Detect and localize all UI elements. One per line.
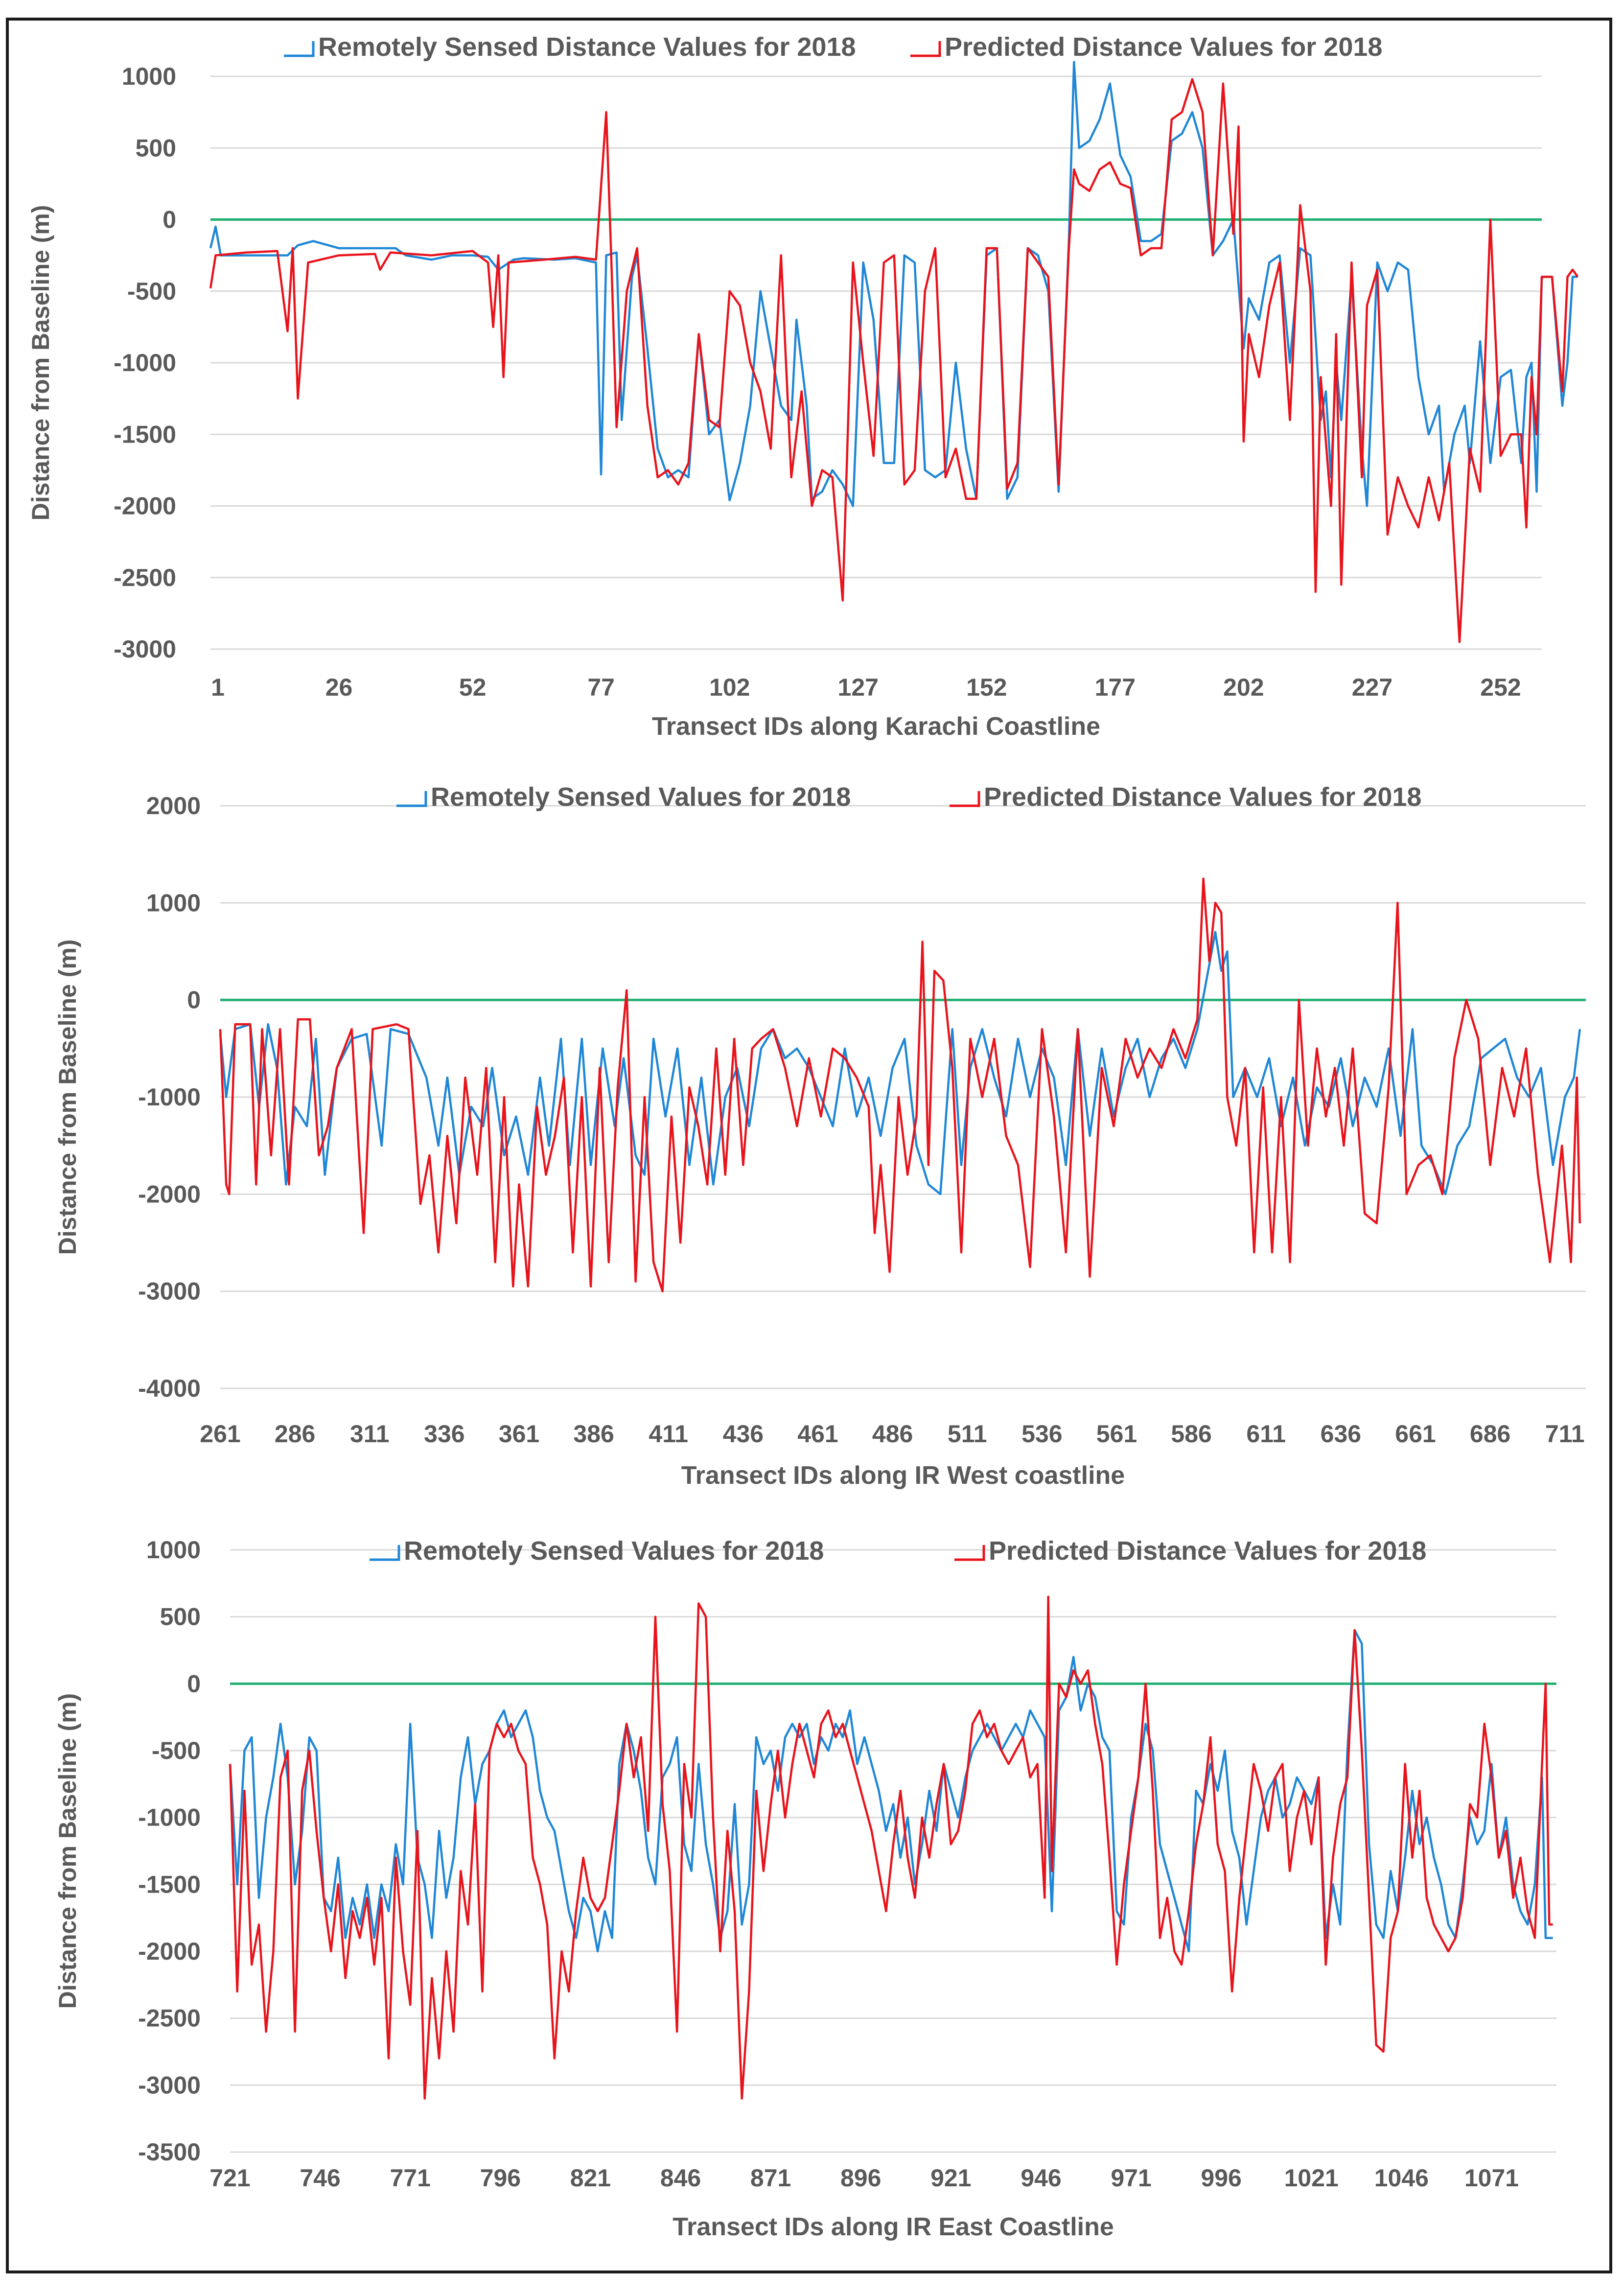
x-tick-label: 746: [300, 2164, 340, 2192]
x-tick-label: 127: [838, 674, 879, 701]
legend-label: Predicted Distance Values for 2018: [989, 1536, 1426, 1566]
x-tick-label: 511: [948, 1420, 987, 1448]
y-tick-label: -3500: [138, 2138, 201, 2166]
x-tick-label: 871: [750, 2164, 791, 2192]
x-tick-label: 1: [211, 674, 225, 701]
x-tick-label: 227: [1352, 674, 1392, 701]
x-tick-label: 611: [1246, 1420, 1286, 1448]
series-line-remotely-sensed: [229, 1629, 1553, 1953]
y-tick-label: -2000: [114, 492, 176, 520]
y-tick-label: -3000: [114, 635, 176, 663]
x-tick-label: 152: [966, 674, 1007, 701]
y-axis-label: Distance from Baseline (m): [54, 1693, 81, 2009]
x-tick-label: 971: [1111, 2164, 1151, 2192]
x-axis-label: Transect IDs along Karachi Coastline: [652, 712, 1100, 741]
x-tick-label: 921: [930, 2164, 971, 2192]
legend-label: Remotely Sensed Values for 2018: [404, 1536, 824, 1566]
x-tick-label: 311: [350, 1420, 390, 1448]
x-tick-label: 1046: [1374, 2164, 1429, 2192]
x-tick-label: 686: [1470, 1420, 1510, 1448]
y-tick-label: -1500: [114, 421, 176, 448]
legend-swatch: [370, 1545, 400, 1561]
x-tick-label: 1071: [1464, 2164, 1519, 2192]
x-tick-label: 261: [200, 1420, 240, 1448]
y-tick-label: 0: [187, 1670, 201, 1697]
figure-frame: [6, 18, 1612, 2273]
series-line-predicted: [209, 78, 1579, 643]
chart-ir-east: 1000 500 0 -500 -1000 -1500 -2000 -2500 -3000 -35…: [54, 1536, 1556, 2241]
y-tick-label: 0: [162, 206, 176, 234]
x-tick-label: 561: [1096, 1420, 1137, 1448]
y-tick-label: 500: [136, 134, 176, 162]
x-tick-label: 536: [1021, 1420, 1062, 1448]
x-tick-label: 461: [797, 1420, 838, 1448]
x-tick-label: 386: [573, 1420, 614, 1448]
legend-swatch: [910, 41, 941, 57]
x-tick-label: 202: [1223, 674, 1264, 701]
x-tick-label: 661: [1395, 1420, 1436, 1448]
y-tick-label: -2500: [138, 2005, 201, 2032]
y-tick-label: -2000: [138, 1180, 201, 1208]
y-tick-label: -1000: [138, 1083, 201, 1111]
legend-label: Remotely Sensed Values for 2018: [431, 782, 851, 812]
legend-swatch: [954, 1545, 985, 1561]
y-tick-label: 1000: [122, 63, 176, 90]
x-tick-label: 711: [1545, 1420, 1585, 1448]
y-tick-label: 1000: [146, 1536, 201, 1564]
y-tick-label: -2000: [138, 1938, 201, 1965]
x-tick-label: 286: [275, 1420, 315, 1448]
x-tick-label: 52: [459, 674, 487, 701]
y-axis-label: Distance from Baseline (m): [54, 939, 81, 1255]
x-tick-label: 361: [499, 1420, 539, 1448]
x-tick-label: 486: [872, 1420, 913, 1448]
chart-karachi: 1000 500 0 -500 -1000 -1500 -2000 -2500 -3000 1 26…: [27, 32, 1579, 741]
x-axis-label: Transect IDs along IR East Coastline: [673, 2213, 1114, 2241]
x-tick-label: 896: [840, 2164, 881, 2192]
y-tick-label: 1000: [146, 889, 201, 916]
x-tick-label: 26: [325, 674, 353, 701]
y-tick-label: 2000: [146, 792, 201, 819]
x-tick-label: 252: [1480, 674, 1521, 701]
y-tick-label: -3000: [138, 2071, 201, 2099]
x-tick-label: 996: [1201, 2164, 1241, 2192]
x-tick-label: 946: [1021, 2164, 1061, 2192]
x-tick-label: 771: [390, 2164, 430, 2192]
x-tick-label: 636: [1321, 1420, 1361, 1448]
legend-swatch: [396, 791, 427, 807]
series-line-remotely-sensed: [209, 61, 1578, 507]
x-tick-label: 1021: [1284, 2164, 1339, 2192]
y-tick-label: -4000: [138, 1375, 201, 1402]
legend-swatch: [950, 791, 980, 807]
legend-label: Predicted Distance Values for 2018: [984, 782, 1421, 812]
y-tick-label: -1000: [114, 349, 176, 376]
x-tick-label: 846: [660, 2164, 701, 2192]
y-tick-label: -500: [152, 1737, 201, 1764]
x-tick-label: 586: [1171, 1420, 1211, 1448]
y-tick-label: -500: [127, 278, 176, 305]
x-tick-label: 721: [209, 2164, 250, 2192]
legend-label: Predicted Distance Values for 2018: [945, 32, 1382, 62]
legend-swatch: [284, 41, 315, 57]
x-tick-label: 411: [649, 1420, 688, 1448]
x-tick-label: 102: [709, 674, 750, 701]
series-line-remotely-sensed: [219, 931, 1581, 1195]
y-tick-label: -3000: [138, 1278, 201, 1305]
y-tick-label: 0: [187, 986, 201, 1014]
series-line-predicted: [229, 1595, 1553, 2100]
y-tick-label: 500: [160, 1603, 201, 1631]
y-tick-label: -2500: [114, 564, 176, 591]
chart-ir-west: 2000 1000 0 -1000 -2000 -3000 -4000 261 286 311 33…: [54, 782, 1586, 1490]
x-tick-label: 436: [723, 1420, 764, 1448]
x-axis-label: Transect IDs along IR West coastline: [681, 1461, 1125, 1490]
x-tick-label: 336: [424, 1420, 464, 1448]
series-line-predicted: [219, 877, 1581, 1292]
x-tick-label: 821: [570, 2164, 611, 2192]
y-axis-label: Distance from Baseline (m): [27, 205, 54, 521]
x-tick-label: 796: [480, 2164, 521, 2192]
y-tick-label: -1500: [138, 1871, 201, 1898]
x-tick-label: 177: [1095, 674, 1136, 701]
legend-label: Remotely Sensed Distance Values for 2018: [318, 32, 856, 62]
x-tick-label: 77: [587, 674, 615, 701]
y-tick-label: -1000: [138, 1804, 201, 1831]
